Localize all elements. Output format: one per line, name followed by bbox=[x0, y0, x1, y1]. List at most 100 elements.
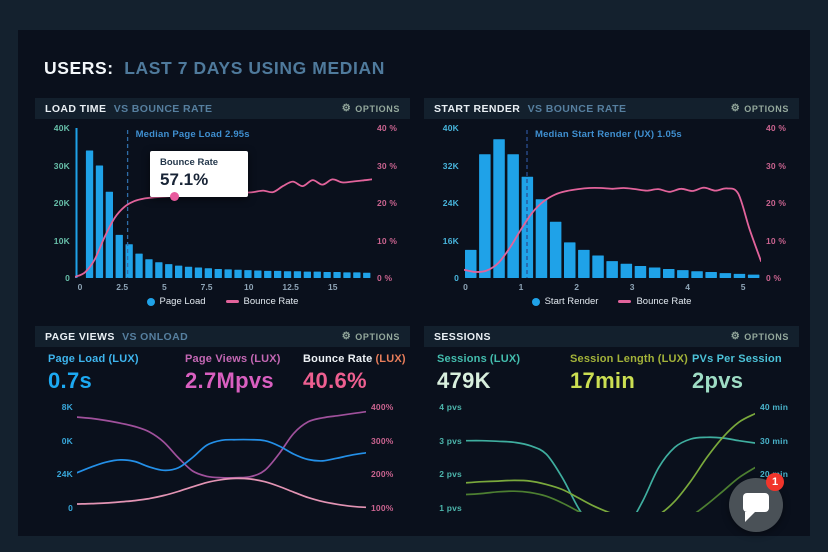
panel-title: SESSIONS bbox=[434, 331, 495, 343]
options-button[interactable]: ⚙ OPTIONS bbox=[730, 102, 789, 114]
axis-label: 24K bbox=[442, 198, 459, 208]
options-label: OPTIONS bbox=[355, 103, 400, 114]
legend-label: Page Load bbox=[159, 296, 206, 307]
gear-icon: ⚙ bbox=[341, 330, 352, 342]
axis-label: 40 % bbox=[766, 123, 787, 133]
x-tick-label: 2 bbox=[574, 282, 579, 292]
axis-label: 4 pvs bbox=[439, 402, 462, 412]
legend-item: Bounce Rate bbox=[618, 296, 691, 307]
metric-label: Session Length (LUX) bbox=[570, 353, 688, 365]
tooltip-dot bbox=[170, 192, 179, 201]
axis-label: 30 % bbox=[377, 160, 398, 171]
metric-label-suffix: (LUX) bbox=[375, 353, 406, 365]
gear-icon: ⚙ bbox=[730, 102, 741, 114]
panel-title-main: LOAD TIME bbox=[45, 102, 107, 115]
panel-load-time: LOAD TIME VS BOUNCE RATE ⚙ OPTIONS 40K 30… bbox=[35, 98, 410, 320]
y-axis-left: 8K 0K 24K 0 bbox=[35, 400, 73, 513]
x-tick-label: 1 bbox=[518, 282, 524, 292]
legend-label: Bounce Rate bbox=[243, 296, 299, 307]
metric-label: Page Load (LUX) bbox=[48, 353, 139, 365]
options-button[interactable]: ⚙ OPTIONS bbox=[342, 103, 400, 114]
metric-value: 40.6% bbox=[303, 368, 367, 393]
metric-value: 2pvs bbox=[692, 368, 744, 393]
panel-title-sub: VS BOUNCE RATE bbox=[113, 102, 213, 115]
legend-line-icon bbox=[618, 300, 632, 303]
metric-label-main: Page Views bbox=[185, 353, 248, 365]
axis-label: 0 bbox=[68, 503, 73, 513]
axis-label: 24K bbox=[56, 469, 73, 480]
metric-label-suffix: (LUX) bbox=[108, 353, 139, 365]
metric-label-main: PVs Per Session bbox=[692, 353, 782, 365]
metric-bounce-rate: Bounce Rate (LUX) 40.6% bbox=[303, 353, 406, 394]
metric-pvs-per-session: PVs Per Session 2pvs bbox=[692, 353, 785, 394]
y-axis-left: 40K 30K 20K 10K 0 bbox=[35, 123, 70, 283]
sessions-line-chart[interactable] bbox=[466, 400, 755, 512]
chart-body: Sessions (LUX) 479K Session Length (LUX) 1… bbox=[424, 347, 799, 530]
axis-label: 10 % bbox=[766, 235, 787, 246]
metric-label-main: Bounce Rate bbox=[303, 353, 373, 365]
axis-label: 30 min bbox=[760, 435, 789, 446]
x-tick-label: 2.5 bbox=[116, 282, 129, 292]
page-title-prefix: USERS: bbox=[44, 58, 114, 78]
panel-start-render: START RENDER VS BOUNCE RATE ⚙ OPTIONS 40… bbox=[424, 98, 799, 320]
axis-label: 0 % bbox=[766, 273, 782, 283]
axis-label: 1 pvs bbox=[439, 503, 462, 513]
legend-item: Bounce Rate bbox=[225, 296, 299, 307]
median-annotation: Median Page Load 2.95s bbox=[135, 129, 250, 140]
panel-page-views-header: PAGE VIEWS VS ONLOAD ⚙ OPTIONS bbox=[35, 326, 410, 347]
panel-title: LOAD TIME VS BOUNCE RATE bbox=[45, 103, 212, 115]
panel-title-sub: VS BOUNCE RATE bbox=[527, 102, 627, 115]
options-button[interactable]: ⚙ OPTIONS bbox=[341, 330, 400, 342]
legend-label: Bounce Rate bbox=[636, 296, 692, 307]
axis-label: 40 min bbox=[760, 402, 789, 412]
panel-title: START RENDER VS BOUNCE RATE bbox=[434, 103, 626, 115]
page-views-line-chart[interactable] bbox=[77, 400, 366, 512]
start-render-histogram[interactable]: Median Start Render (UX) 1.05s bbox=[464, 128, 761, 278]
metric-label: Bounce Rate (LUX) bbox=[303, 353, 406, 365]
axis-label: 16K bbox=[442, 235, 459, 246]
page-title: USERS: LAST 7 DAYS USING MEDIAN bbox=[44, 58, 385, 79]
y-axis-right: 40 % 30 % 20 % 10 % 0 % bbox=[377, 123, 410, 283]
x-tick-label: 7.5 bbox=[200, 282, 213, 292]
y-axis-left: 4 pvs 3 pvs 2 pvs 1 pvs bbox=[424, 400, 462, 513]
x-tick-label: 0 bbox=[463, 282, 468, 292]
chart-legend: Start Render Bounce Rate bbox=[424, 296, 799, 307]
chart-body: 40K 30K 20K 10K 0 40 % 30 % 20 % 10 % 0 % Median… bbox=[35, 119, 410, 320]
axis-label: 30K bbox=[53, 160, 70, 171]
axis-label: 100% bbox=[371, 503, 394, 513]
x-axis: 0 2.5 5 7.5 10 12.5 15 bbox=[75, 282, 372, 294]
chart-body: 40K 32K 24K 16K 0 40 % 30 % 20 % 10 % 0 % Median… bbox=[424, 119, 799, 320]
metric-label-suffix: (LUX) bbox=[489, 353, 521, 365]
legend-dot-icon bbox=[531, 297, 540, 306]
metric-session-length: Session Length (LUX) 17min bbox=[570, 353, 688, 394]
axis-label: 0K bbox=[61, 435, 73, 446]
metric-label: Page Views (LUX) bbox=[185, 353, 281, 365]
axis-label: 3 pvs bbox=[439, 435, 462, 446]
axis-label: 30 % bbox=[766, 160, 787, 171]
x-tick-label: 3 bbox=[629, 282, 635, 292]
legend-line-icon bbox=[225, 300, 239, 303]
axis-label: 20 % bbox=[377, 198, 398, 208]
axis-label: 40K bbox=[53, 123, 70, 133]
x-tick-label: 10 bbox=[244, 282, 254, 292]
panel-title-sub: VS ONLOAD bbox=[122, 330, 189, 343]
metric-label-main: Page Load bbox=[48, 353, 106, 365]
panel-load-time-header: LOAD TIME VS BOUNCE RATE ⚙ OPTIONS bbox=[35, 98, 410, 119]
options-button[interactable]: ⚙ OPTIONS bbox=[731, 331, 789, 342]
chart-body: Page Load (LUX) 0.7s Page Views (LUX) 2.7M… bbox=[35, 347, 410, 530]
load-time-histogram[interactable]: Median Page Load 2.95s Bounce Rate 57.1% bbox=[75, 128, 372, 278]
metric-value: 17min bbox=[570, 368, 636, 393]
metric-page-load: Page Load (LUX) 0.7s bbox=[48, 353, 139, 394]
panel-sessions: SESSIONS ⚙ OPTIONS Sessions (LUX) 479K Se… bbox=[424, 326, 799, 530]
x-tick-label: 15 bbox=[328, 282, 338, 292]
chat-bubble-icon bbox=[743, 493, 769, 522]
x-tick-label: 12.5 bbox=[282, 282, 299, 292]
panel-title-main: PAGE VIEWS bbox=[45, 330, 115, 343]
metric-label-main: Sessions bbox=[437, 353, 487, 365]
line-chart-svg bbox=[77, 410, 366, 509]
axis-label: 8K bbox=[61, 402, 73, 412]
options-label: OPTIONS bbox=[744, 103, 789, 114]
panel-sessions-header: SESSIONS ⚙ OPTIONS bbox=[424, 326, 799, 347]
metric-value: 0.7s bbox=[48, 368, 93, 393]
chat-launcher-button[interactable]: 1 bbox=[729, 473, 784, 532]
